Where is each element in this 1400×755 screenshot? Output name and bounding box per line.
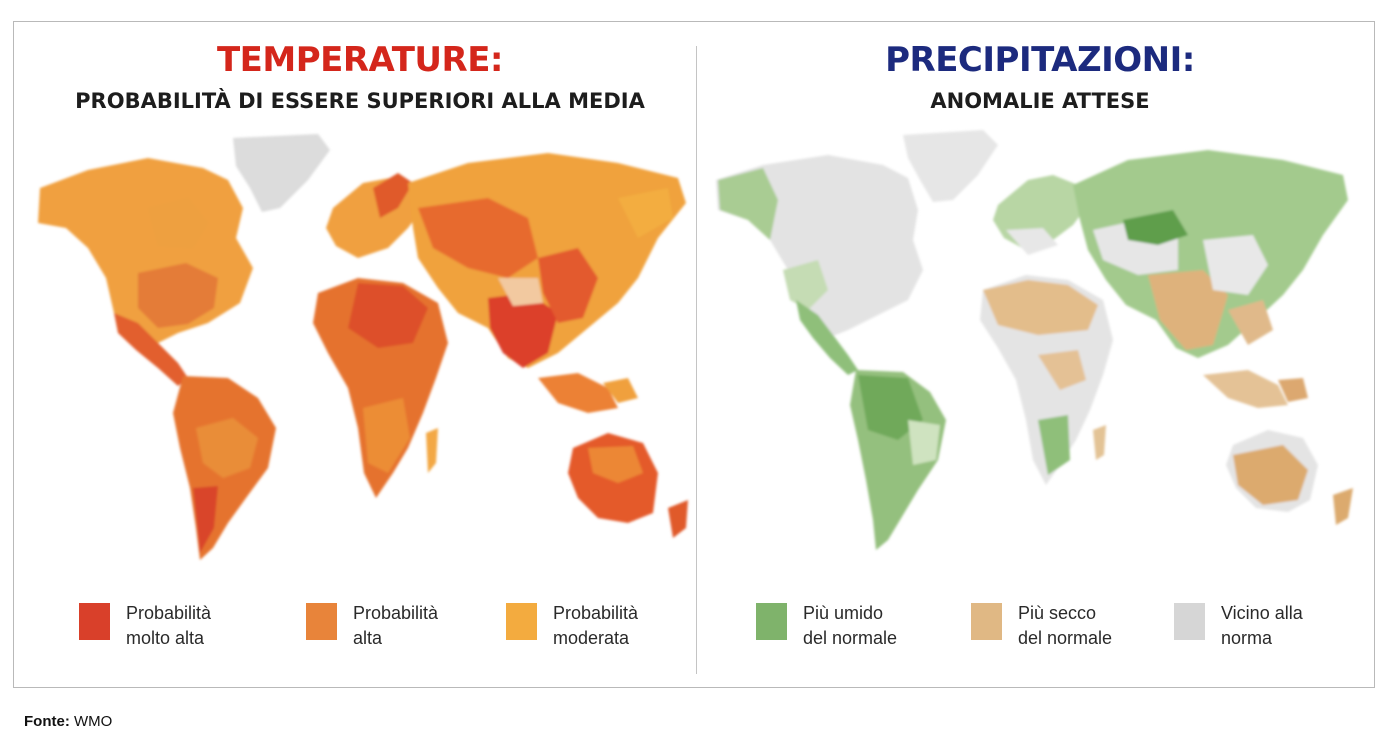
precipitation-legend-drier: Più secco del normale: [971, 601, 1112, 651]
greenland-shape: [903, 130, 998, 202]
legend-swatch: [506, 603, 537, 640]
central-america-shape: [796, 300, 858, 375]
legend-swatch: [756, 603, 787, 640]
precipitation-legend-wetter: Più umido del normale: [756, 601, 897, 651]
precipitation-map: [716, 130, 1353, 550]
legend-label: Vicino alla norma: [1221, 603, 1303, 648]
precipitation-title: PRECIPITAZIONI:: [885, 40, 1195, 80]
temperature-legend-moderate: Probabilità moderata: [506, 601, 638, 651]
legend-swatch: [971, 603, 1002, 640]
legend-label: Probabilità moderata: [553, 603, 639, 648]
panel-divider: [696, 46, 697, 674]
precipitation-legend-normal: Vicino alla norma: [1174, 601, 1303, 651]
temperature-legend-high: Probabilità alta: [306, 601, 438, 651]
figure-frame: [13, 21, 1375, 688]
central-america-shape: [114, 313, 188, 386]
legend-swatch: [79, 603, 110, 640]
temperature-map: [38, 134, 688, 560]
precipitation-subtitle: ANOMALIE ATTESE: [930, 89, 1150, 113]
temperature-title: TEMPERATURE:: [216, 40, 504, 80]
legend-swatch: [1174, 603, 1205, 640]
legend-label: Più umido del normale: [803, 603, 898, 648]
temperature-legend-very-high: Probabilità molto alta: [79, 601, 211, 651]
temperature-subtitle: PROBABILITÀ DI ESSERE SUPERIORI ALLA MED…: [75, 89, 645, 113]
legend-label: Probabilità molto alta: [126, 603, 212, 648]
source-label: Fonte:: [24, 713, 70, 730]
source-note: Fonte: WMO: [24, 713, 112, 730]
legend-label: Probabilità alta: [353, 603, 439, 648]
greenland-shape: [233, 134, 330, 212]
legend-label: Più secco del normale: [1018, 603, 1113, 648]
legend-swatch: [306, 603, 337, 640]
north-america-shape: [38, 158, 253, 350]
source-value: WMO: [74, 713, 113, 730]
